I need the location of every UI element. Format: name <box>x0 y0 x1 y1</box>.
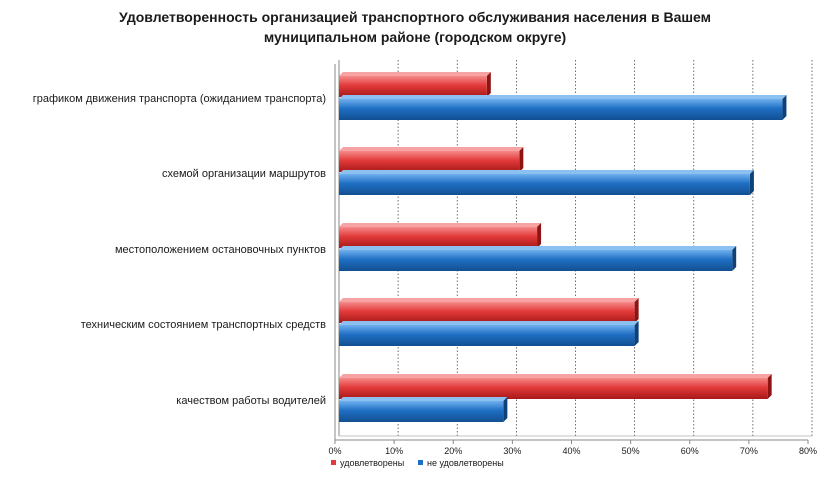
bar-satisfied <box>339 76 487 97</box>
bar-satisfied <box>339 151 520 172</box>
legend-label: не удовлетворены <box>427 458 504 468</box>
x-tick-label: 20% <box>444 446 462 456</box>
bar-side-face <box>537 223 542 248</box>
legend: удовлетворены не удовлетворены <box>331 458 504 468</box>
bar-side-face <box>519 147 524 172</box>
x-tick-label: 50% <box>622 446 640 456</box>
x-tick-labels: 0% 10% 20% 30% 40% 50% 60% 70% 80% <box>328 446 817 456</box>
bars <box>339 72 787 422</box>
bar-top-face <box>339 397 508 401</box>
x-tick-label: 70% <box>740 446 758 456</box>
bar-top-face <box>339 72 491 76</box>
x-tick-label: 30% <box>503 446 521 456</box>
bar-side-face <box>634 298 639 323</box>
bar-side-face <box>749 170 754 195</box>
category-label: техническим состоянием транспортных сред… <box>81 319 326 331</box>
bar-top-face <box>339 147 524 151</box>
bar-satisfied <box>339 227 538 248</box>
bar-not-satisfied <box>339 401 504 422</box>
bar-top-face <box>339 170 754 174</box>
bar-not-satisfied <box>339 99 783 120</box>
bar-top-face <box>339 298 639 302</box>
chart-title-line-1: Удовлетворенность организацией транспорт… <box>119 9 711 25</box>
bar-not-satisfied <box>339 250 733 271</box>
bar-top-face <box>339 95 787 99</box>
bar-satisfied <box>339 378 768 399</box>
bar-not-satisfied <box>339 325 635 346</box>
x-tick-label: 10% <box>385 446 403 456</box>
bar-side-face <box>732 246 737 271</box>
legend-swatch <box>418 460 423 465</box>
category-label: местоположением остановочных пунктов <box>115 244 326 256</box>
bar-not-satisfied <box>339 174 750 195</box>
bar-top-face <box>339 246 737 250</box>
bar-top-face <box>339 223 542 227</box>
category-label: качеством работы водителей <box>176 395 326 407</box>
x-tick-label: 40% <box>562 446 580 456</box>
legend-swatch <box>331 460 336 465</box>
bar-top-face <box>339 374 772 378</box>
x-tick-label: 0% <box>328 446 341 456</box>
x-tick-label: 60% <box>681 446 699 456</box>
bar-side-face <box>767 374 772 399</box>
category-label: схемой организации маршрутов <box>162 168 326 180</box>
bar-satisfied <box>339 302 635 323</box>
category-labels: графиком движения транспорта (ожиданием … <box>33 93 326 407</box>
bar-side-face <box>486 72 491 97</box>
chart-title-line-2: муниципальном районе (городском округе) <box>264 29 566 45</box>
legend-label: удовлетворены <box>340 458 404 468</box>
bar-side-face <box>782 95 787 120</box>
bar-side-face <box>503 397 508 422</box>
bar-top-face <box>339 321 639 325</box>
bar-side-face <box>634 321 639 346</box>
x-tick-label: 80% <box>799 446 817 456</box>
category-label: графиком движения транспорта (ожиданием … <box>33 93 326 105</box>
